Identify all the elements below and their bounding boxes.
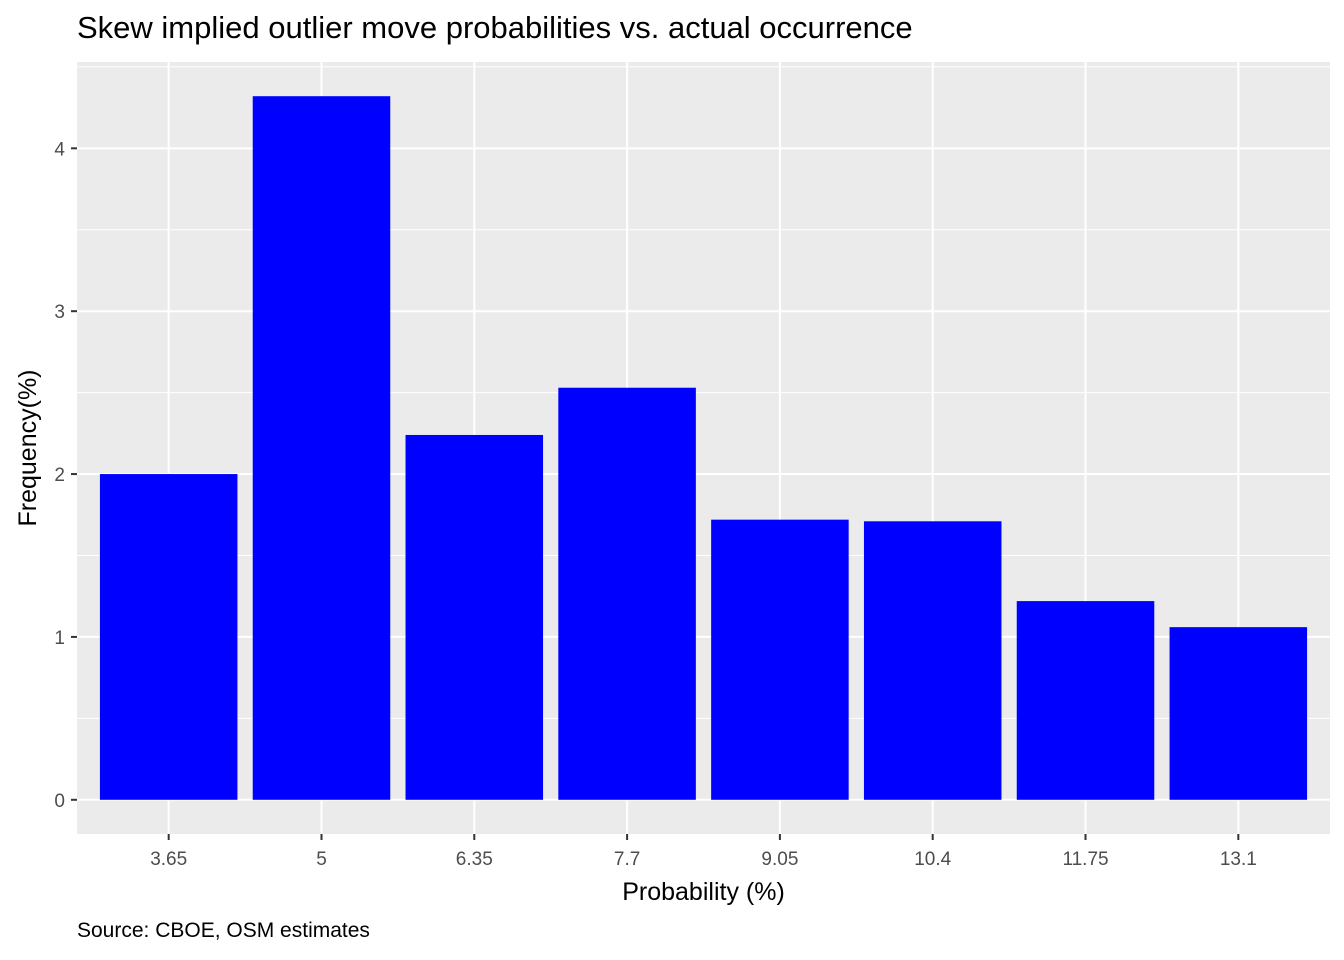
bar: [863, 521, 1002, 800]
x-tick-label: 6.35: [456, 849, 493, 870]
source-caption: Source: CBOE, OSM estimates: [77, 919, 370, 942]
bar: [1016, 601, 1155, 800]
x-tick-label: 3.65: [150, 849, 187, 870]
y-tick-label: 3: [54, 302, 65, 323]
y-tick-label: 2: [54, 465, 65, 486]
y-tick-label: 0: [54, 791, 65, 812]
x-tick-label: 7.7: [614, 849, 640, 870]
bar: [1169, 627, 1308, 800]
x-axis: 3.65 5 6.35 7.7 9.05 10.4 11.75 13.1: [150, 834, 1257, 870]
x-tick-label: 10.4: [914, 849, 951, 870]
bars: [99, 96, 1308, 800]
bar: [99, 474, 238, 800]
x-tick-label: 9.05: [761, 849, 798, 870]
y-tick-label: 1: [54, 628, 65, 649]
x-tick-label: 13.1: [1220, 849, 1257, 870]
bar: [405, 434, 544, 800]
bar: [252, 96, 391, 800]
x-axis-label: Probability (%): [622, 878, 785, 906]
chart-title: Skew implied outlier move probabilities …: [77, 10, 913, 45]
bar: [711, 519, 849, 800]
y-axis-label: Frequency(%): [14, 370, 42, 527]
y-axis: 0 1 2 3 4: [54, 139, 77, 812]
x-tick-label: 11.75: [1062, 849, 1108, 870]
x-tick-label: 5: [316, 849, 327, 870]
bar: [558, 387, 696, 800]
y-tick-label: 4: [54, 139, 65, 160]
